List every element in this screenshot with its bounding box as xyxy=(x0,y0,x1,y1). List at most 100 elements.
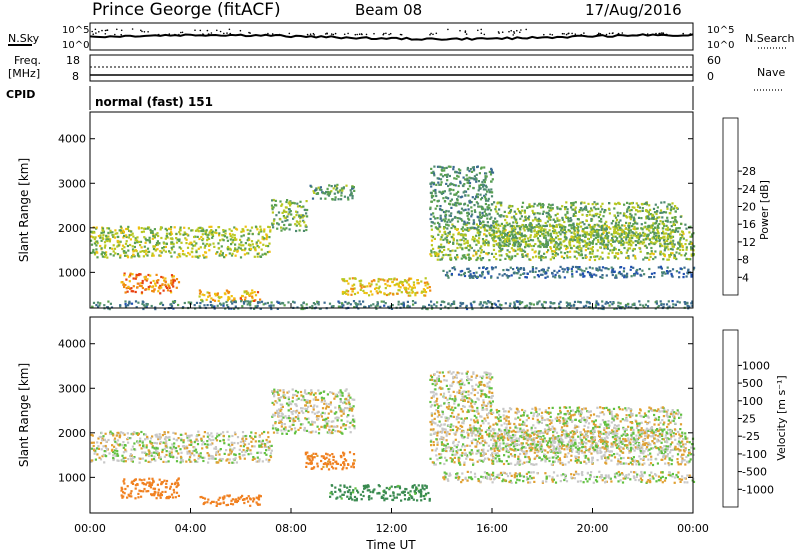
power-regions-cell xyxy=(556,235,559,238)
power-regions-cell xyxy=(276,307,279,310)
power-regions-cell xyxy=(409,294,412,297)
power-regions-cell xyxy=(595,230,598,233)
power-regions-cell xyxy=(240,235,243,238)
power-regions-cell xyxy=(621,306,624,309)
power-regions-cell xyxy=(629,242,632,245)
power-regions-cell xyxy=(666,242,669,246)
velocity-regions-cell xyxy=(244,443,247,446)
power-regions-cell xyxy=(683,266,686,269)
power-regions-cell xyxy=(469,168,472,171)
velocity-regions-cell xyxy=(177,437,180,440)
power-regions-cell xyxy=(447,210,450,213)
velocity-regions-cell xyxy=(144,438,147,441)
power-regions-cell xyxy=(544,225,547,228)
power-regions-cell xyxy=(220,250,223,253)
power-regions-cell xyxy=(253,307,256,310)
velocity-regions-cell xyxy=(214,437,217,440)
power-regions-cell xyxy=(612,235,615,238)
power-regions-cell xyxy=(199,302,202,305)
velocity-regions-cell xyxy=(317,415,320,418)
power-regions-cell xyxy=(613,207,616,210)
power-regions-cell xyxy=(566,216,569,219)
freq-panel-frame xyxy=(89,54,694,82)
velocity-regions-cell xyxy=(92,444,95,448)
power-regions-cell xyxy=(298,229,301,232)
power-regions-cell xyxy=(120,226,123,229)
power-regions-cell xyxy=(526,244,530,247)
power-regions-cell xyxy=(439,214,442,217)
power-regions-cell xyxy=(490,169,493,172)
power-regions-cell xyxy=(249,302,252,306)
power-regions-cell xyxy=(517,232,520,235)
velocity-regions-cell xyxy=(127,458,130,461)
power-regions-cell xyxy=(389,305,392,308)
power-regions-cell xyxy=(591,203,594,206)
velocity-regions-cell xyxy=(147,454,151,458)
power-regions-cell xyxy=(146,254,149,257)
power-regions-cell xyxy=(591,209,594,212)
power-regions-cell xyxy=(494,217,497,220)
power-regions-cell xyxy=(673,253,676,257)
power-regions-cell xyxy=(654,250,657,253)
power-regions-cell xyxy=(207,244,211,247)
power-regions-cell xyxy=(143,250,146,253)
velocity-regions-cell xyxy=(250,431,253,434)
power-regions-cell xyxy=(544,228,547,231)
power-regions-cell xyxy=(144,237,147,240)
power-regions-cell xyxy=(319,186,322,189)
power-regions-cell xyxy=(599,246,602,249)
power-regions-cell xyxy=(487,188,490,191)
power-regions-cell xyxy=(549,225,552,228)
power-regions-cell xyxy=(472,254,475,257)
power-regions-cell xyxy=(666,228,669,231)
power-regions-cell xyxy=(217,295,220,298)
power-regions-cell xyxy=(601,202,604,205)
power-regions-cell xyxy=(199,290,202,293)
velocity-regions-cell xyxy=(267,448,270,451)
power-regions-cell xyxy=(538,300,541,303)
power-regions-cell xyxy=(315,187,318,190)
velocity-regions-cell xyxy=(151,446,154,449)
power-regions-cell xyxy=(519,243,522,246)
power-regions-cell xyxy=(450,198,453,201)
power-regions-cell xyxy=(316,302,319,305)
velocity-regions-cell xyxy=(268,458,271,462)
power-regions-cell xyxy=(548,229,551,232)
power-regions-cell xyxy=(556,219,559,222)
power-regions-cell xyxy=(155,273,158,276)
noise-tick-low-left: 10^0 xyxy=(62,40,89,51)
power-regions-cell xyxy=(475,223,478,226)
power-regions-cell xyxy=(256,301,260,304)
power-regions-cell xyxy=(481,270,484,274)
velocity-regions-cell xyxy=(196,460,199,463)
power-regions-cell xyxy=(506,254,509,257)
nsearch-point xyxy=(174,33,176,36)
power-regions-cell xyxy=(584,226,587,229)
velocity-regions-cell xyxy=(228,435,231,438)
nsearch-point xyxy=(106,29,108,32)
power-regions-cell xyxy=(177,303,180,307)
power-regions-cell xyxy=(180,241,183,244)
power-regions-cell xyxy=(342,304,345,307)
power-regions-cell xyxy=(627,305,630,309)
power-regions-cell xyxy=(533,235,536,238)
velocity-regions-cell xyxy=(329,432,332,435)
power-regions-cell xyxy=(636,205,640,208)
power-regions-cell xyxy=(591,267,594,270)
power-regions-cell xyxy=(641,228,644,231)
power-regions-cell xyxy=(321,191,324,194)
power-regions-cell xyxy=(298,205,301,208)
power-regions-cell xyxy=(92,248,95,252)
power-regions-cell xyxy=(664,211,668,214)
velocity-regions-cell xyxy=(164,445,167,448)
velocity-regions-cell xyxy=(170,447,173,450)
velocity-regions-cell xyxy=(313,421,316,424)
power-regions-cell xyxy=(362,289,365,292)
velocity-regions-cell xyxy=(260,442,264,446)
nsearch-point xyxy=(601,34,603,36)
power-regions-cell xyxy=(296,221,299,224)
power-regions-cell xyxy=(443,301,446,304)
velocity-regions-cell xyxy=(235,461,238,464)
power-regions-cell xyxy=(287,208,291,211)
velocity-regions-cell xyxy=(187,439,190,442)
